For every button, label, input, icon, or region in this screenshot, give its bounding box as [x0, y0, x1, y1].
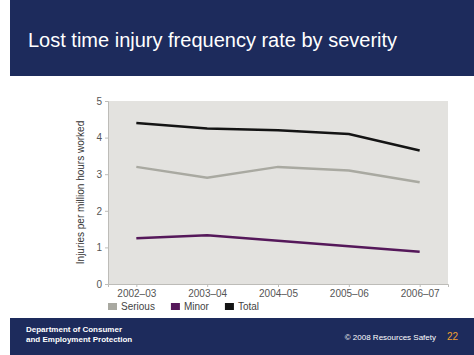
x-tick: 2003–04 — [188, 284, 227, 299]
legend-swatch — [108, 303, 117, 310]
x-tick-mark — [278, 284, 279, 287]
legend-swatch — [225, 303, 234, 310]
y-tick-mark — [105, 138, 108, 139]
y-tick-mark — [105, 174, 108, 175]
title: Lost time injury frequency rate by sever… — [28, 29, 397, 51]
series-line — [136, 167, 419, 182]
legend: Serious Minor Total — [108, 301, 259, 312]
x-tick-mark — [136, 284, 137, 287]
y-tick: 3 — [96, 169, 108, 180]
x-tick: 2002–03 — [117, 284, 156, 299]
footer-department: Department of Consumer — [26, 325, 122, 334]
plot-background — [108, 101, 448, 284]
x-tick: 2005–06 — [330, 284, 369, 299]
legend-label: Total — [238, 301, 259, 312]
y-tick: 2 — [96, 206, 108, 217]
y-axis-title: Injuries per million hours worked — [75, 121, 86, 264]
slide: Lost time injury frequency rate by sever… — [0, 0, 474, 355]
x-tick-label: 2006–07 — [401, 288, 440, 299]
x-tick-label: 2005–06 — [330, 288, 369, 299]
series-line — [136, 235, 419, 251]
y-tick-label: 1 — [96, 242, 102, 253]
y-tick-mark — [105, 211, 108, 212]
page-number: 22 — [447, 331, 459, 342]
legend-label: Minor — [184, 301, 210, 312]
y-tick: 0 — [96, 279, 108, 290]
y-tick-label: 0 — [96, 279, 102, 290]
y-tick-mark — [105, 247, 108, 248]
x-axis-line — [109, 285, 449, 288]
x-axis: 2002–03 2003–04 2004–05 2005–06 2006–07 — [109, 284, 449, 299]
y-tick-mark — [105, 101, 108, 102]
series-line — [136, 123, 419, 150]
y-axis-line — [105, 102, 109, 285]
x-tick: 2006–07 — [401, 284, 440, 299]
y-axis: 0 1 2 3 4 5 — [96, 96, 108, 290]
header-bar — [10, 0, 474, 76]
x-tick: 2004–05 — [259, 284, 298, 299]
y-tick-label: 4 — [96, 132, 102, 143]
y-tick: 4 — [96, 132, 108, 143]
y-tick-label: 3 — [96, 169, 102, 180]
legend-swatch — [171, 303, 180, 310]
footer-bar — [10, 318, 474, 355]
x-tick-label: 2004–05 — [259, 288, 298, 299]
footer-department: and Employment Protection — [26, 335, 132, 344]
y-tick-label: 2 — [96, 206, 102, 217]
y-tick-mark — [105, 284, 108, 285]
x-tick-label: 2003–04 — [188, 288, 227, 299]
y-tick: 5 — [96, 96, 108, 107]
x-tick-mark — [349, 284, 350, 287]
y-tick-label: 5 — [96, 96, 102, 107]
legend-label: Serious — [121, 301, 155, 312]
footer-copyright: © 2008 Resources Safety — [345, 333, 436, 342]
y-tick: 1 — [96, 242, 108, 253]
x-tick-mark — [207, 284, 208, 287]
x-tick-mark — [420, 284, 421, 287]
x-tick-label: 2002–03 — [117, 288, 156, 299]
series-group — [136, 123, 419, 252]
